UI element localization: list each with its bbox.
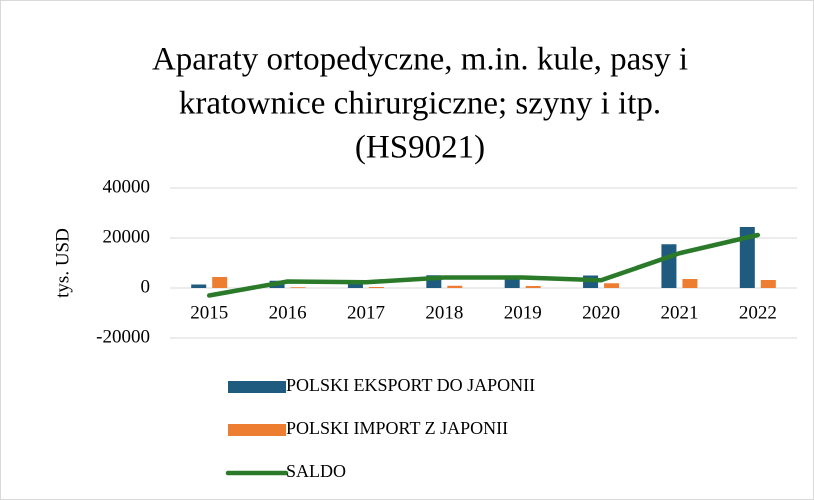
- legend-label: POLSKI IMPORT Z JAPONII: [286, 418, 508, 438]
- x-tick-label: 2020: [582, 302, 620, 323]
- x-tick-label: 2019: [504, 302, 542, 323]
- legend-swatch: [228, 424, 286, 436]
- legend-swatch: [228, 381, 286, 393]
- bar: [739, 227, 755, 288]
- y-tick-label: 40000: [103, 176, 151, 197]
- y-axis-label: tys. USD: [52, 228, 73, 298]
- bar: [347, 281, 363, 288]
- bar: [682, 279, 698, 288]
- bar: [191, 284, 207, 288]
- bar: [604, 283, 620, 288]
- x-tick-label: 2018: [425, 302, 463, 323]
- x-tick-label: 2015: [190, 302, 228, 323]
- line: [206, 232, 761, 298]
- chart-title: kratownice chirurgiczne; szyny i itp.: [179, 86, 661, 122]
- y-tick-label: -20000: [96, 326, 150, 347]
- legend-label: SALDO: [286, 461, 346, 481]
- legend-label: POLSKI EKSPORT DO JAPONII: [286, 375, 535, 395]
- bar: [760, 280, 776, 288]
- bar: [447, 285, 463, 288]
- y-tick-label: 20000: [103, 226, 151, 247]
- x-tick-label: 2016: [269, 302, 307, 323]
- bar: [661, 244, 677, 288]
- bar: [368, 287, 384, 288]
- x-tick-label: 2022: [739, 302, 777, 323]
- chart-title: (HS9021): [355, 130, 485, 166]
- x-tick-label: 2021: [660, 302, 698, 323]
- y-tick-label: 0: [141, 276, 151, 297]
- bar: [290, 287, 306, 288]
- x-tick-label: 2017: [347, 302, 385, 323]
- bar: [525, 286, 541, 288]
- chart-title: Aparaty ortopedyczne, m.in. kule, pasy i: [152, 42, 688, 78]
- bar: [212, 277, 228, 288]
